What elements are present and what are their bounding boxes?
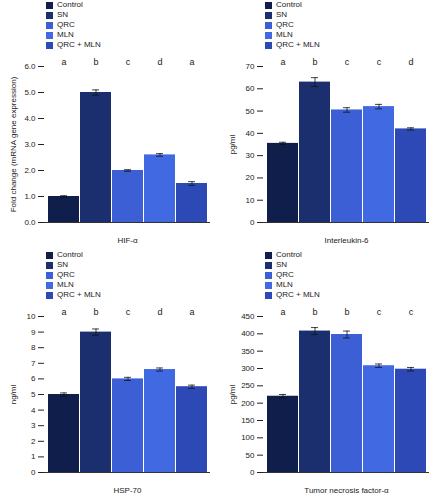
- html-text:Control: Control: [276, 0, 302, 9]
- svg-text:70: 70: [246, 62, 255, 71]
- svg-text:a: a: [61, 307, 66, 317]
- html-text:QRC + MLN: QRC + MLN: [276, 290, 320, 299]
- svg-text:d: d: [408, 57, 413, 67]
- svg-text:1.0: 1.0: [24, 192, 36, 201]
- svg-text:HIF-α: HIF-α: [117, 236, 138, 245]
- svg-text:6: 6: [31, 374, 36, 383]
- svg-text:2: 2: [31, 437, 36, 446]
- svg-text:5.0: 5.0: [24, 88, 36, 97]
- svg-text:8: 8: [31, 343, 36, 352]
- svg-text:a: a: [280, 307, 285, 317]
- svg-text:4.0: 4.0: [24, 114, 36, 123]
- svg-text:50: 50: [246, 451, 255, 460]
- svg-text:a: a: [61, 57, 66, 67]
- svg-text:b: b: [312, 57, 317, 67]
- svg-text:20: 20: [246, 173, 255, 182]
- svg-text:450: 450: [241, 312, 255, 321]
- html-text:SN: SN: [276, 10, 288, 19]
- svg-text:6.0: 6.0: [24, 62, 36, 71]
- svg-text:b: b: [312, 307, 317, 317]
- html-text:Control: Control: [276, 250, 302, 259]
- svg-text:10: 10: [246, 196, 255, 205]
- svg-text:b: b: [93, 57, 98, 67]
- svg-text:250: 250: [241, 381, 255, 390]
- html-text:Control: Control: [57, 0, 83, 9]
- svg-text:5: 5: [31, 390, 36, 399]
- html-text:SN: SN: [276, 260, 288, 269]
- svg-text:a: a: [280, 57, 285, 67]
- svg-text:0: 0: [31, 468, 36, 477]
- html-text:MLN: MLN: [276, 30, 293, 39]
- svg-text:60: 60: [246, 84, 255, 93]
- svg-text:1: 1: [31, 452, 36, 461]
- svg-text:Interleukin-6: Interleukin-6: [324, 236, 369, 245]
- html-text:MLN: MLN: [57, 280, 74, 289]
- svg-text:9: 9: [31, 328, 36, 337]
- html-text:SN: SN: [57, 10, 69, 19]
- svg-text:d: d: [157, 57, 162, 67]
- svg-text:c: c: [126, 307, 131, 317]
- svg-text:100: 100: [241, 433, 255, 442]
- html-text:SN: SN: [57, 260, 69, 269]
- html-text:QRC: QRC: [276, 20, 294, 29]
- svg-text:200: 200: [241, 399, 255, 408]
- svg-text:0: 0: [250, 218, 255, 227]
- svg-text:Fold change (mRNA gene express: Fold change (mRNA gene expression): [9, 76, 18, 212]
- svg-text:4: 4: [31, 406, 36, 415]
- svg-text:c: c: [345, 57, 350, 67]
- svg-text:Tumor necrosis factor-α: Tumor necrosis factor-α: [304, 486, 389, 495]
- html-text:MLN: MLN: [57, 30, 74, 39]
- svg-text:c: c: [377, 57, 382, 67]
- svg-text:c: c: [126, 57, 131, 67]
- svg-text:a: a: [189, 57, 194, 67]
- html-text:QRC: QRC: [276, 270, 294, 279]
- svg-text:pg/ml: pg/ml: [228, 384, 237, 404]
- svg-text:30: 30: [246, 151, 255, 160]
- svg-text:40: 40: [246, 129, 255, 138]
- svg-text:ng/ml: ng/ml: [9, 384, 18, 404]
- svg-text:3: 3: [31, 421, 36, 430]
- html-text:QRC + MLN: QRC + MLN: [57, 40, 101, 49]
- svg-text:pg/ml: pg/ml: [228, 134, 237, 154]
- svg-text:a: a: [189, 307, 194, 317]
- svg-text:7: 7: [31, 359, 36, 368]
- html-text:Control: Control: [57, 250, 83, 259]
- html-text:QRC + MLN: QRC + MLN: [57, 290, 101, 299]
- svg-text:400: 400: [241, 329, 255, 338]
- svg-text:3.0: 3.0: [24, 140, 36, 149]
- svg-text:10: 10: [27, 312, 36, 321]
- svg-text:0.0: 0.0: [24, 218, 36, 227]
- svg-text:b: b: [93, 307, 98, 317]
- html-text:MLN: MLN: [276, 280, 293, 289]
- svg-text:150: 150: [241, 416, 255, 425]
- html-text:QRC: QRC: [57, 270, 75, 279]
- svg-text:0: 0: [250, 468, 255, 477]
- svg-text:b: b: [344, 307, 349, 317]
- svg-text:HSP-70: HSP-70: [113, 486, 142, 495]
- svg-text:50: 50: [246, 107, 255, 116]
- svg-text:d: d: [157, 307, 162, 317]
- svg-text:c: c: [409, 307, 414, 317]
- svg-text:2.0: 2.0: [24, 166, 36, 175]
- svg-text:350: 350: [241, 347, 255, 356]
- html-text:QRC: QRC: [57, 20, 75, 29]
- svg-text:300: 300: [241, 364, 255, 373]
- html-text:QRC + MLN: QRC + MLN: [276, 40, 320, 49]
- svg-text:c: c: [377, 307, 382, 317]
